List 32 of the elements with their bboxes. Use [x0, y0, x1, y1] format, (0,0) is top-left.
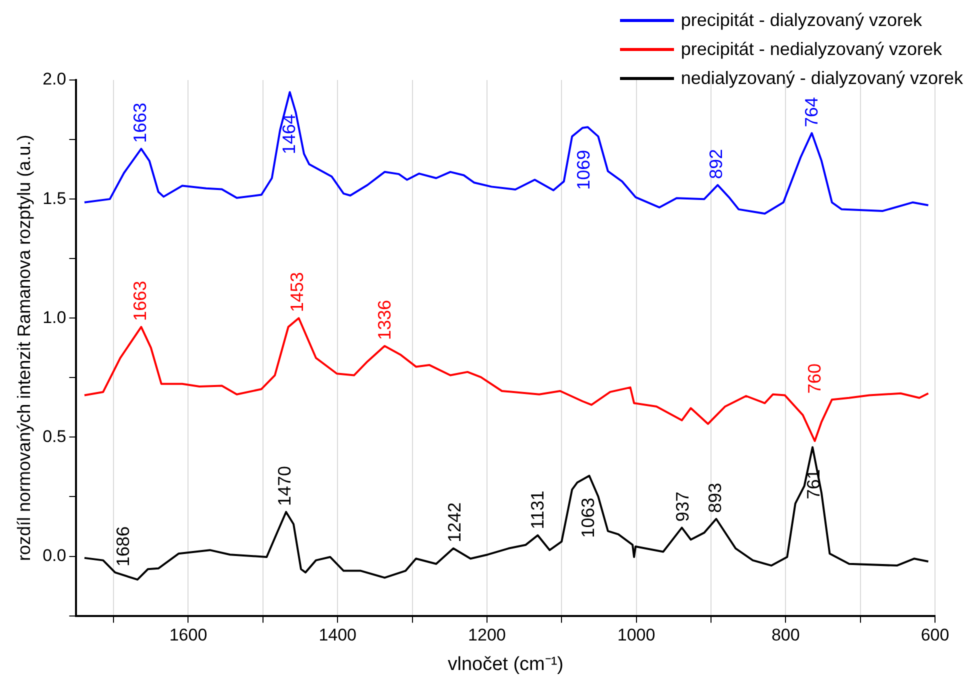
x-axis-title: vlnočet (cm⁻¹) [448, 654, 564, 675]
annotation: 1663 [130, 280, 150, 321]
legend-label: precipitát - nedialyzovaný vzorek [680, 38, 942, 61]
x-tick-label: 1000 [617, 626, 656, 645]
annotation: 1464 [278, 114, 299, 154]
x-tick-label: 600 [920, 626, 950, 645]
annotation: 1336 [374, 300, 394, 340]
annotation: 1453 [286, 272, 307, 312]
annotation: 1069 [574, 150, 594, 190]
y-tick-label: 0.5 [42, 426, 66, 446]
annotation: 1663 [130, 102, 150, 143]
y-tick-label: 1.0 [42, 308, 66, 327]
legend-label: precipitát - dialyzovaný vzorek [680, 9, 922, 32]
x-tick-label: 1200 [468, 626, 506, 645]
x-tick-label: 1400 [318, 626, 357, 645]
x-tick-label: 1600 [169, 626, 208, 645]
annotation: 760 [804, 364, 824, 394]
x-tick-label: 800 [771, 626, 800, 645]
annotation: 937 [672, 492, 692, 522]
legend-label: nedialyzovaný - dialyzovaný vzorek [680, 67, 963, 90]
y-tick-label: 0.0 [42, 546, 66, 565]
y-tick-label: 2.0 [42, 70, 66, 89]
annotation: 1686 [112, 526, 133, 566]
annotation: 893 [705, 482, 726, 513]
annotation: 892 [706, 148, 726, 180]
y-tick-label: 1.5 [42, 188, 66, 208]
annotation: 764 [802, 97, 822, 128]
y-axis-title: rozdíl normovaných intenzit Ramanova rozptylu (a.u.) [14, 134, 34, 561]
annotation: 1470 [274, 466, 294, 506]
annotation: 1063 [578, 498, 598, 538]
annotation: 1242 [444, 502, 465, 542]
annotation: 1131 [527, 490, 548, 530]
